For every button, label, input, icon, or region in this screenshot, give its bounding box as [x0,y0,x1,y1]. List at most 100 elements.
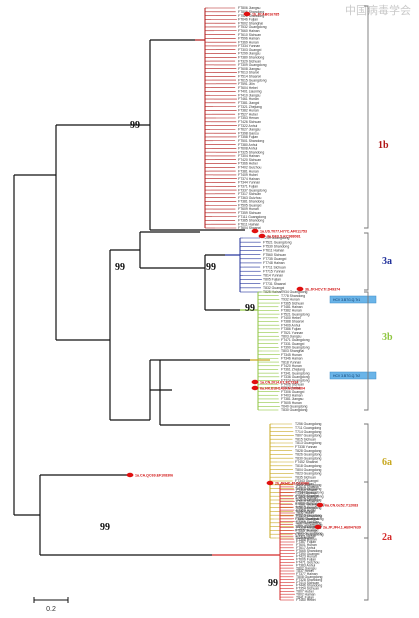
reference-strain-label: 2a.JP.JFH.1.AB047639 [323,525,361,529]
taxon-label: T808 Yunnan [295,510,315,514]
reference-strain-label: 1b.JP.AB016785 [252,12,279,16]
taxon-label: FT367 Fujian [296,540,316,544]
taxon-label: FT596 Hainan [238,37,260,41]
taxon-label: T818 Yunnan [281,360,301,364]
taxon-label: FT615 Guangdong [238,78,267,82]
scale-bar-label: 0.2 [46,606,56,613]
taxon-label: T826 Guangdong [295,453,322,457]
reference-marker [296,286,304,292]
reference-marker [266,480,274,486]
taxon-label: FT420 Hunan [281,364,302,368]
taxon-label: FT403 Hainan [281,393,303,397]
taxon-label: FT328 Shandong [296,578,322,582]
reference-strain-label: 3a.DE0.S.KC988081 [267,234,301,238]
taxon-label: FT500 Shandong [296,514,322,518]
taxon-label: T828 Guangdong [295,449,322,453]
taxon-label: FT366 Hebei [238,162,258,166]
clade-label: 6a [382,457,392,468]
taxon-label: T932 Hunan [281,298,300,302]
taxon-label: T819 Hunan [295,536,314,540]
taxon-label: FT452 Shaanxi [295,460,318,464]
taxon-label: FT383 Anhui [296,563,315,567]
reference-marker [243,11,251,17]
taxon-label: FT409 Anhui [281,323,300,327]
taxon-label: FT377 Hainan [296,572,318,576]
bootstrap-value: 99 [115,262,125,273]
taxon-label: FT338 Hainan [296,526,318,530]
taxon-label: FT359 Sichuan [238,211,261,215]
taxon-label: FT338 Yunnan [295,445,317,449]
taxon-label: FT353 Henan [238,116,259,120]
taxon-label: FT299 Jiangsu [238,52,261,56]
taxon-label: FT345 Hunan [281,353,302,357]
taxon-label: FT212 Guangdong [295,532,324,536]
taxon-label: FT363 Guizhou [238,196,261,200]
taxon-label: T803 Jiangsu [281,334,301,338]
taxon-label: FT388 Hunan [296,537,317,541]
taxon-label: FT329 Sichuan [238,59,261,63]
taxon-label: FT380 Guangdong [295,494,324,498]
reference-marker [251,228,259,234]
taxon-label: T830 Guangdong [296,532,323,536]
taxon-label: T802 Jiangsu [296,566,316,570]
taxon-label: FT646 Fujian [238,18,258,22]
reference-marker [126,472,134,478]
taxon-label: FT381 Jiangxi [238,101,260,105]
reference-strain-label: 1a.US.T077.H77C.AF011753 [260,229,307,233]
taxon-label: FT385 Shandong [238,219,264,223]
taxon-label: T821 Guangdong [295,498,322,502]
taxon-label: T830 Guangdong [295,456,322,460]
taxon-label: FT610 Sichuan [238,33,261,37]
taxon-label: FT390 Guangxi [296,552,320,556]
bootstrap-value: 99 [100,522,110,533]
taxon-label: FT521 Shandong [238,14,264,18]
taxon-label: FT665 Shandong [296,549,322,553]
taxon-label: FT806 Jiangsu [238,6,261,10]
taxon-label: FT602 Shanghai [238,21,263,25]
clade-bracket [364,423,369,539]
taxon-label: FT310 Sichuan [295,502,318,506]
taxon-label: FT501 Shandong [238,139,264,143]
taxon-label: FT609 Hunan [238,207,259,211]
taxon-label: FT620 Shaanxi [296,500,319,504]
scale-bar: 0.2 [33,597,69,613]
taxon-label: T816 Guangdong [295,487,322,491]
taxon-label: FT806 Shandong [238,10,264,14]
taxon-label: FT322 Anhui [238,124,257,128]
taxon-label: FT327 Hunan [296,529,317,533]
highlight-box [329,371,377,380]
watermark: 中国病毒学会 [345,3,411,17]
taxon-label: T803 Shanghai [281,349,304,353]
taxon-label: FT378 Shaanxi [296,494,319,498]
highlight-boxes: HCV 3.B7G.Q.Tr1 HCV 3.B7G.Q.Tr2 [329,295,377,380]
taxon-label: FT611 Hainan [238,222,259,226]
taxon-label: FT337 Guangdong [238,188,267,192]
taxon-label: FT471 Guizhou [296,561,319,565]
taxon-label: T835 Sichuan [295,475,316,479]
clade-label: 3a [382,256,392,267]
taxon-label: FT111 Guangdong [238,215,266,219]
taxon-label: FT601 Hunan [296,543,317,547]
taxon-label: FT390 Guangdong [295,517,324,521]
reference-strains: 1b.JP.AB016785 1a.US.T077.H77C.AF0117533a… [126,11,361,529]
taxon-label: FT367 Anhui [281,386,300,390]
taxon-label: FT613 Shanxi [238,71,259,75]
taxon-label: FT216 Guangxi [295,529,319,533]
taxon-label: T823 Guangdong [295,525,322,529]
taxon-label: FT369 Hunan [238,40,259,44]
taxon-label: T822 Guangdong [295,513,322,517]
taxon-label: T832 Guangxi [263,286,285,290]
taxon-label: FT521 Guangdong [281,312,310,316]
reference-strain-label: 2b.JP.HC.J8.D10988 [275,481,309,485]
taxon-label: T841 Fujian [296,595,314,599]
taxon-label: FT481 Hainan [281,305,303,309]
taxon-label: FT382 Hunan [281,309,302,313]
taxon-label: T402 Hebei [296,482,314,486]
taxon-label: FT341 Guangdong [281,371,310,375]
taxon-label: FT608 Jiangsu [238,67,261,71]
taxon-label: FT331 Guangxi [281,342,305,346]
taxon-label: FT381 Hunan [238,169,259,173]
